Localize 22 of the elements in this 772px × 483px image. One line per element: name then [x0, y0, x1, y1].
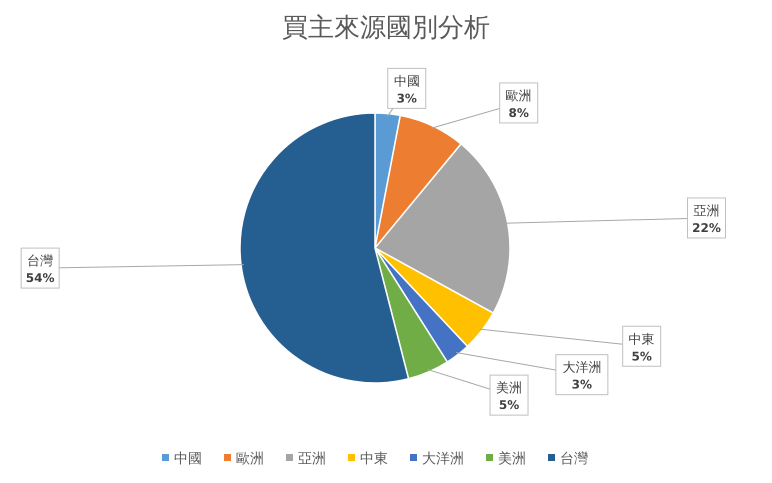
- data-label: 54%: [26, 271, 55, 286]
- data-label: 5%: [498, 398, 520, 412]
- legend-label: 中國: [174, 451, 202, 467]
- data-label: 8%: [508, 106, 529, 120]
- legend-label: 大洋洲: [422, 451, 464, 467]
- data-label: 5%: [631, 349, 652, 364]
- slice-label: 歐洲: [506, 88, 532, 104]
- data-label: 3%: [572, 378, 592, 392]
- slice-label: 亞洲: [694, 204, 720, 219]
- legend-label: 亞洲: [298, 451, 326, 467]
- data-label: 22%: [692, 220, 721, 235]
- slice-label: 大洋洲: [562, 360, 602, 376]
- legend-label: 中東: [360, 451, 388, 467]
- chart-title: 買主來源國別分析: [282, 13, 490, 43]
- legend-label: 台灣: [560, 451, 588, 467]
- legend-label: 歐洲: [236, 451, 264, 467]
- slice-label: 中東: [628, 332, 655, 348]
- slice-label: 美洲: [496, 380, 522, 396]
- slice-label: 中國: [394, 74, 420, 90]
- legend-label: 美洲: [498, 451, 526, 467]
- data-label: 3%: [396, 91, 417, 106]
- slice-label: 台灣: [27, 254, 54, 270]
